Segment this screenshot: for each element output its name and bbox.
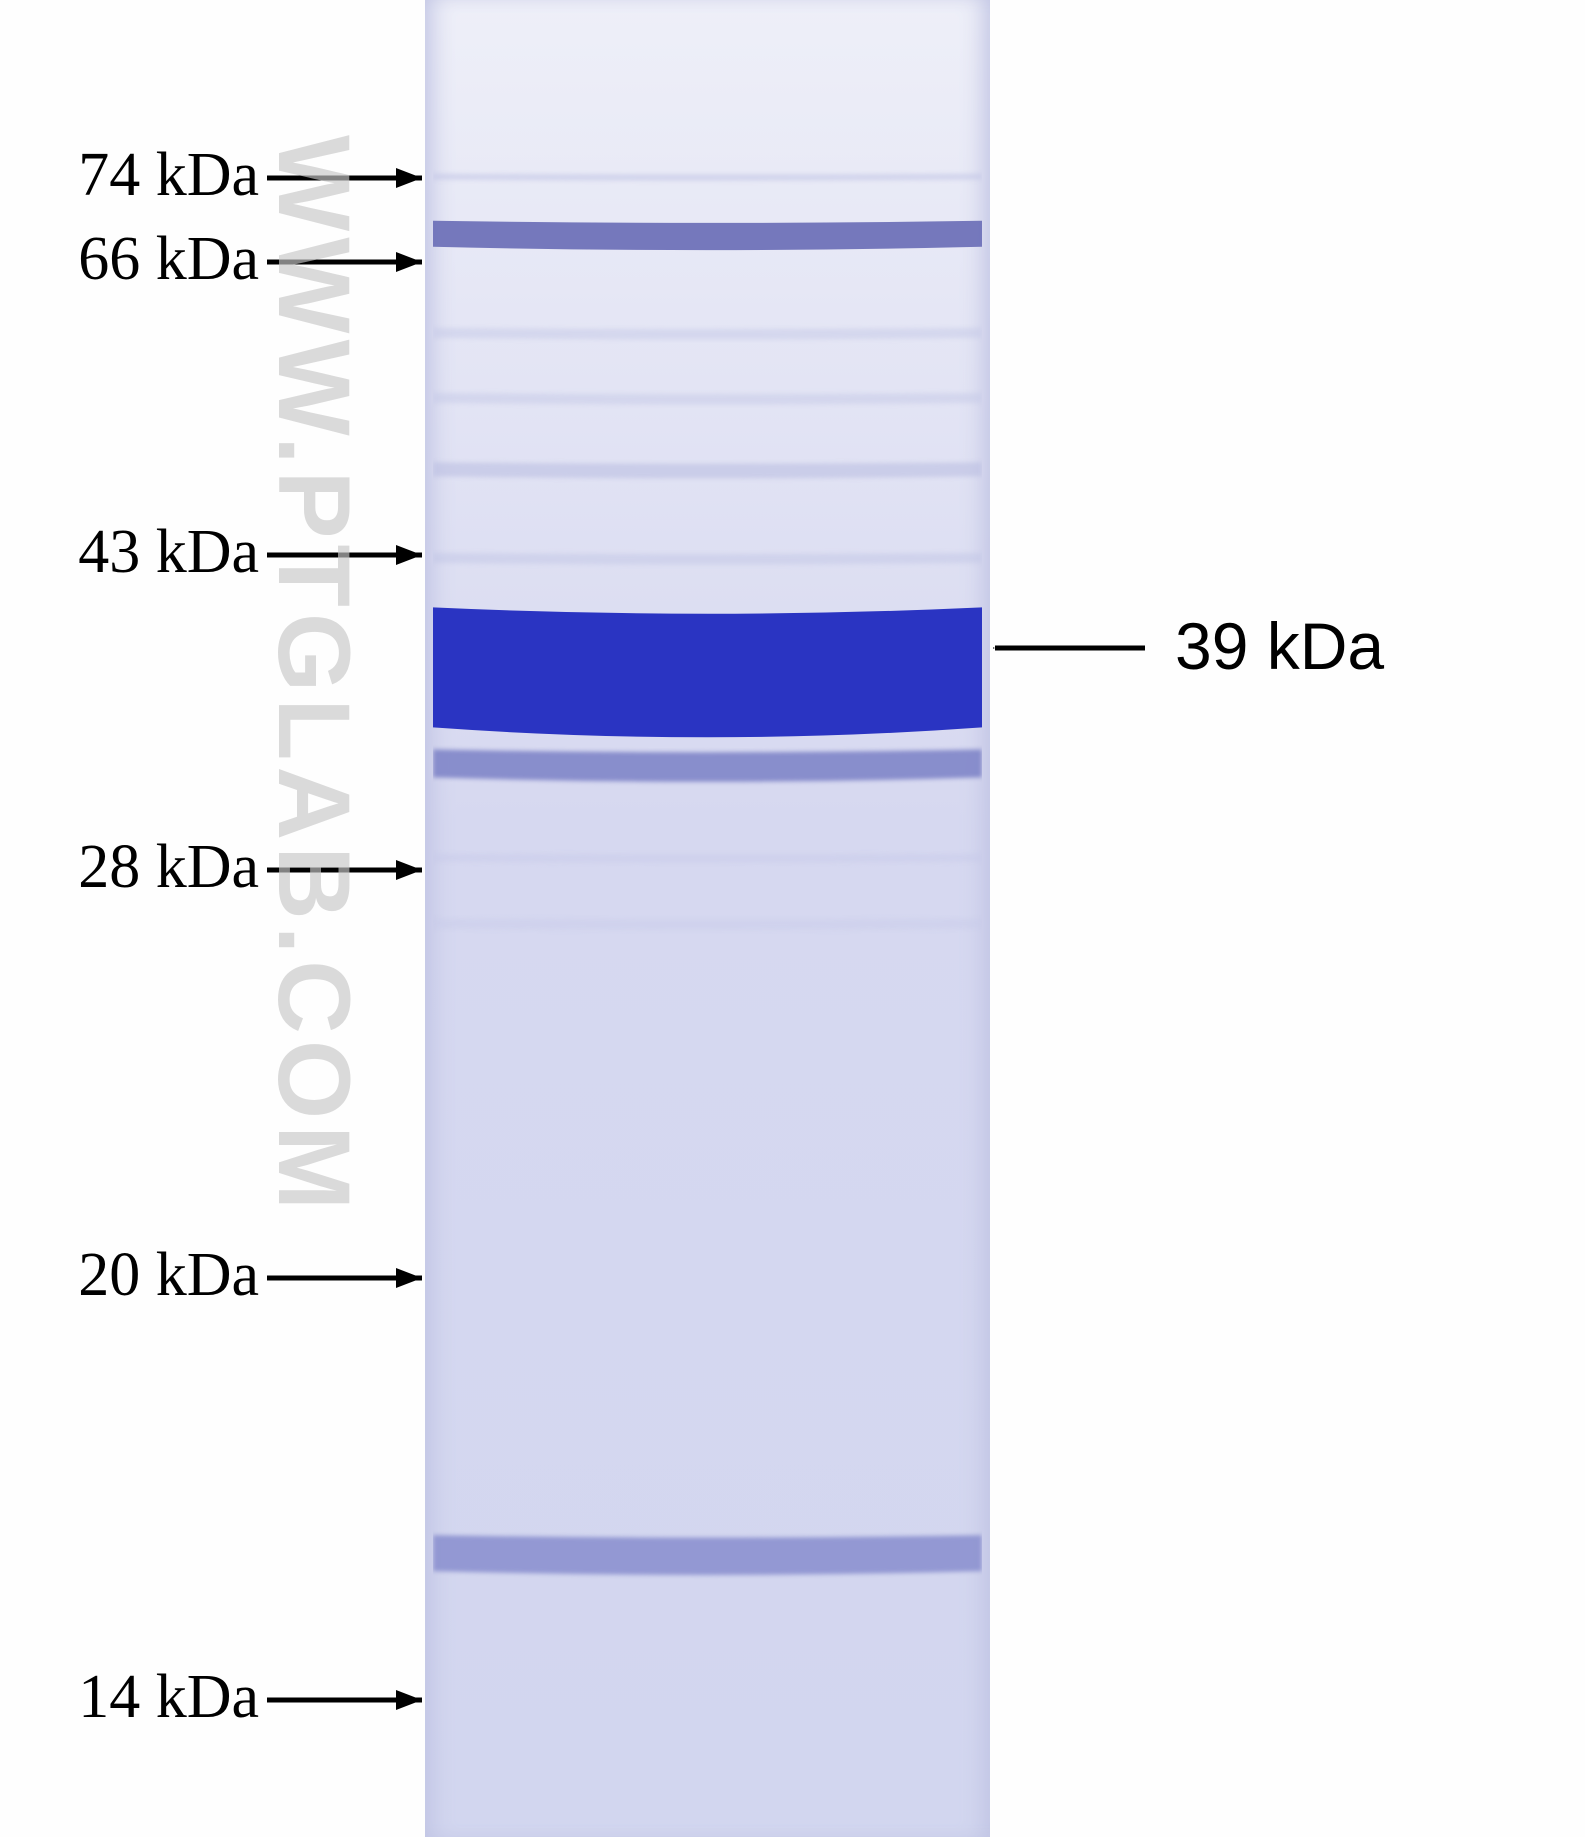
band <box>433 323 982 347</box>
band <box>433 215 982 261</box>
marker-label: 74 kDa <box>78 140 259 211</box>
marker-arrow <box>265 1685 452 1715</box>
watermark: WWW.PTGLAB.COM <box>255 135 372 1216</box>
target-label: 39 kDa <box>1175 608 1384 684</box>
target-arrow <box>993 633 1175 663</box>
band <box>433 388 982 412</box>
marker-label: 20 kDa <box>78 1240 259 1311</box>
marker-arrow <box>265 247 452 277</box>
marker-arrow <box>265 540 452 570</box>
band <box>433 548 982 572</box>
marker-label: 66 kDa <box>78 224 259 295</box>
marker-arrow <box>265 855 452 885</box>
band <box>433 849 982 869</box>
marker-label: 14 kDa <box>78 1662 259 1733</box>
marker-arrow <box>265 163 452 193</box>
band <box>433 598 982 762</box>
marker-label: 43 kDa <box>78 517 259 588</box>
band <box>433 743 982 795</box>
band <box>433 457 982 487</box>
marker-label: 28 kDa <box>78 832 259 903</box>
band <box>433 169 982 187</box>
marker-arrow <box>265 1263 452 1293</box>
band <box>433 914 982 936</box>
band <box>433 1529 982 1587</box>
